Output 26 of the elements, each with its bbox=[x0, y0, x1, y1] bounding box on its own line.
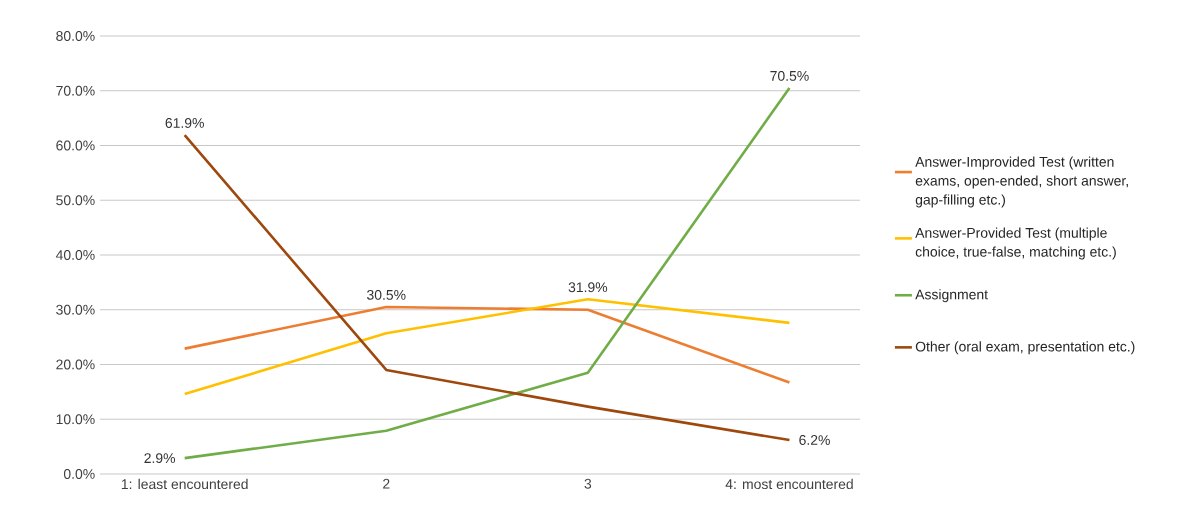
y-tick-label: 30.0% bbox=[56, 304, 95, 315]
x-tick-label: 1: least encountered bbox=[121, 478, 248, 490]
y-tick-label: 20.0% bbox=[56, 359, 95, 370]
legend-label: Answer-Provided Test (multiple choice, true-false, matching etc.) bbox=[915, 227, 1116, 260]
y-tick-label: 0.0% bbox=[63, 469, 95, 479]
y-tick-label: 10.0% bbox=[56, 414, 95, 425]
data-label: 70.5% bbox=[770, 70, 809, 81]
line-series bbox=[183, 298, 791, 396]
data-label: 2.9% bbox=[144, 453, 176, 464]
x-tick-label: 4: most encountered bbox=[725, 478, 853, 490]
x-tick-label: 3 bbox=[584, 478, 592, 489]
y-tick-label: 70.0% bbox=[56, 85, 95, 96]
line-series bbox=[183, 305, 791, 384]
legend-label: Answer-Improvided Test (written exams, open-ended, short answer, gap-filling etc.) bbox=[915, 156, 1128, 208]
data-label: 6.2% bbox=[799, 435, 830, 445]
legend-label: Assignment bbox=[915, 289, 988, 303]
data-label: 61.9% bbox=[165, 118, 204, 128]
y-tick-label: 60.0% bbox=[56, 140, 95, 151]
data-label: 30.5% bbox=[367, 289, 406, 300]
x-tick-label: 2 bbox=[383, 478, 390, 489]
legend-label: Other (oral exam, presentation etc.) bbox=[915, 341, 1135, 355]
data-label: 31.9% bbox=[568, 282, 608, 293]
y-tick-label: 50.0% bbox=[56, 195, 95, 206]
line-series bbox=[183, 133, 791, 442]
y-tick-label: 40.0% bbox=[55, 250, 95, 260]
y-tick-label: 80.0% bbox=[56, 31, 95, 41]
